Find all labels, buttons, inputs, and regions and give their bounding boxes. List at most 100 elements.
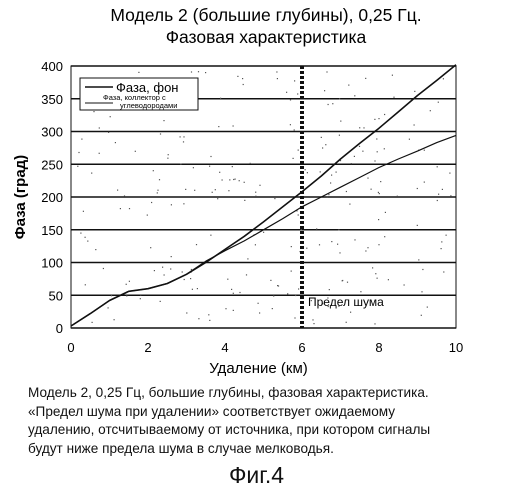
noise-speck <box>359 127 360 128</box>
noise-speck <box>147 215 148 216</box>
noise-speck <box>80 233 81 234</box>
noise-speck <box>287 293 288 294</box>
noise-speck <box>108 307 109 308</box>
noise-speck <box>194 190 195 191</box>
noise-speck <box>312 319 313 320</box>
noise-speck <box>298 214 299 215</box>
noise-speck <box>324 90 325 91</box>
noise-speck <box>227 279 228 280</box>
noise-speck <box>384 148 385 149</box>
noise-speck <box>320 171 321 172</box>
noise-speck <box>359 146 360 147</box>
noise-speck <box>270 280 271 281</box>
noise-speck <box>180 136 181 137</box>
noise-speck <box>322 147 323 148</box>
noise-speck <box>354 95 355 96</box>
noise-speck <box>258 303 259 304</box>
noise-speck <box>362 151 363 152</box>
noise-speck <box>354 156 355 157</box>
noise-speck <box>111 295 112 296</box>
noise-speck <box>450 195 451 196</box>
noise-speck <box>337 244 338 245</box>
noise-speck <box>167 158 168 159</box>
noise-speck <box>385 212 386 213</box>
noise-speck <box>378 244 379 245</box>
noise-speck <box>417 225 418 226</box>
noise-speck <box>339 135 340 136</box>
noise-speck <box>209 320 210 321</box>
caption-line-2: «Предел шума при удалении» соответствует… <box>28 403 508 422</box>
y-tick-label: 400 <box>41 59 63 74</box>
noise-speck <box>424 182 425 183</box>
noise-speck <box>233 125 234 126</box>
noise-speck <box>210 235 211 236</box>
noise-speck <box>297 93 298 94</box>
noise-speck <box>427 307 428 308</box>
y-tick-label: 50 <box>49 288 63 303</box>
noise-speck <box>168 154 169 155</box>
noise-speck <box>233 179 234 180</box>
noise-speck <box>342 280 343 281</box>
noise-speck <box>212 192 213 193</box>
noise-speck <box>255 244 256 245</box>
noise-speck <box>92 322 93 323</box>
noise-speck <box>367 178 368 179</box>
noise-speck <box>191 71 192 72</box>
noise-speck <box>332 103 333 104</box>
noise-speck <box>197 288 198 289</box>
noise-speck <box>443 78 444 79</box>
noise-speck <box>81 139 82 140</box>
noise-speck <box>219 172 220 173</box>
y-axis-label: Фаза (град) <box>12 155 29 239</box>
noise-speck <box>239 292 240 293</box>
noise-speck <box>307 172 308 173</box>
noise-speck <box>233 293 234 294</box>
chart-title-line-2: Фазовая характеристика <box>166 27 367 47</box>
y-tick-label: 250 <box>41 157 63 172</box>
noise-speck <box>319 244 320 245</box>
noise-speck <box>291 271 292 272</box>
noise-speck <box>117 190 118 191</box>
noise-speck <box>120 208 121 209</box>
noise-speck <box>263 232 264 233</box>
noise-speck <box>228 190 229 191</box>
noise-speck <box>293 158 294 159</box>
x-tick-label: 4 <box>221 340 228 355</box>
noise-speck <box>129 281 130 282</box>
noise-speck <box>198 318 199 319</box>
noise-speck <box>153 170 154 171</box>
noise-speck <box>371 189 372 190</box>
noise-speck <box>129 208 130 209</box>
y-tick-label: 200 <box>41 190 63 205</box>
noise-speck <box>190 278 191 279</box>
noise-speck <box>162 267 163 268</box>
noise-speck <box>384 236 385 237</box>
noise-speck <box>354 239 355 240</box>
noise-speck <box>350 312 351 313</box>
noise-speck <box>421 291 422 292</box>
noise-speck <box>294 317 295 318</box>
noise-speck <box>170 268 171 269</box>
noise-speck <box>193 167 194 168</box>
noise-speck <box>446 235 447 236</box>
noise-speck <box>222 179 223 180</box>
noise-speck <box>180 164 181 165</box>
noise-speck <box>233 310 234 311</box>
noise-speck <box>218 126 219 127</box>
noise-speck <box>192 289 193 290</box>
noise-speck <box>443 271 444 272</box>
noise-speck <box>380 181 381 182</box>
noise-speck <box>115 142 116 143</box>
noise-speck <box>246 274 247 275</box>
y-tick-label: 100 <box>41 256 63 271</box>
noise-speck <box>328 194 329 195</box>
noise-speck <box>220 98 221 99</box>
noise-speck <box>363 127 364 128</box>
noise-speck <box>274 198 275 199</box>
noise-speck <box>244 200 245 201</box>
noise-speck <box>85 237 86 238</box>
legend-label-hydrocarbon-line-2: углеводородами <box>120 101 177 110</box>
noise-speck <box>157 192 158 193</box>
noise-speck <box>331 241 332 242</box>
noise-speck <box>163 120 164 121</box>
